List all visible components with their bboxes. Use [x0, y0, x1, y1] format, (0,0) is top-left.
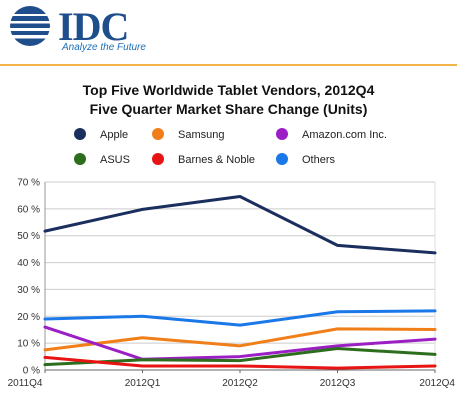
legend-marker	[276, 153, 288, 165]
legend-label: Barnes & Noble	[178, 154, 255, 166]
series-line	[43, 327, 437, 352]
y-tick-label: 50 %	[17, 231, 40, 242]
legend-marker	[152, 128, 164, 140]
y-tick-label: 20 %	[17, 312, 40, 323]
series-line	[43, 355, 437, 370]
y-tick-label: 10 %	[17, 339, 40, 350]
y-tick-label: 60 %	[17, 204, 40, 215]
x-tick-label: 2012Q2	[222, 378, 258, 389]
series-line	[43, 347, 437, 367]
legend-label: Apple	[100, 129, 128, 141]
x-tick-label: 2011Q4	[8, 378, 43, 389]
header: IDC Analyze the Future	[0, 0, 457, 62]
legend-marker	[74, 128, 86, 140]
legend-label: ASUS	[100, 154, 130, 166]
legend-label: Others	[302, 154, 336, 166]
series-line	[43, 325, 437, 361]
tagline: Analyze the Future	[62, 42, 146, 53]
series-line	[43, 309, 437, 327]
logo[interactable]: IDC	[58, 4, 129, 49]
header-rule	[0, 64, 457, 66]
legend-marker	[152, 153, 164, 165]
y-tick-label: 40 %	[17, 258, 40, 269]
x-tick-label: 2012Q4	[419, 378, 455, 389]
y-tick-label: 0 %	[23, 366, 40, 377]
legend-marker	[276, 128, 288, 140]
legend-label: Samsung	[178, 129, 224, 141]
chart-subtitle: Five Quarter Market Share Change (Units)	[89, 101, 368, 117]
series-line	[43, 195, 437, 255]
y-tick-label: 30 %	[17, 285, 40, 296]
legend-marker	[74, 153, 86, 165]
x-tick-label: 2012Q3	[320, 378, 356, 389]
y-tick-label: 70 %	[17, 178, 40, 189]
chart-title: Top Five Worldwide Tablet Vendors, 2012Q…	[82, 82, 375, 98]
x-tick-label: 2012Q1	[125, 378, 161, 389]
globe-icon	[8, 6, 52, 46]
legend-label: Amazon.com Inc.	[302, 129, 387, 141]
